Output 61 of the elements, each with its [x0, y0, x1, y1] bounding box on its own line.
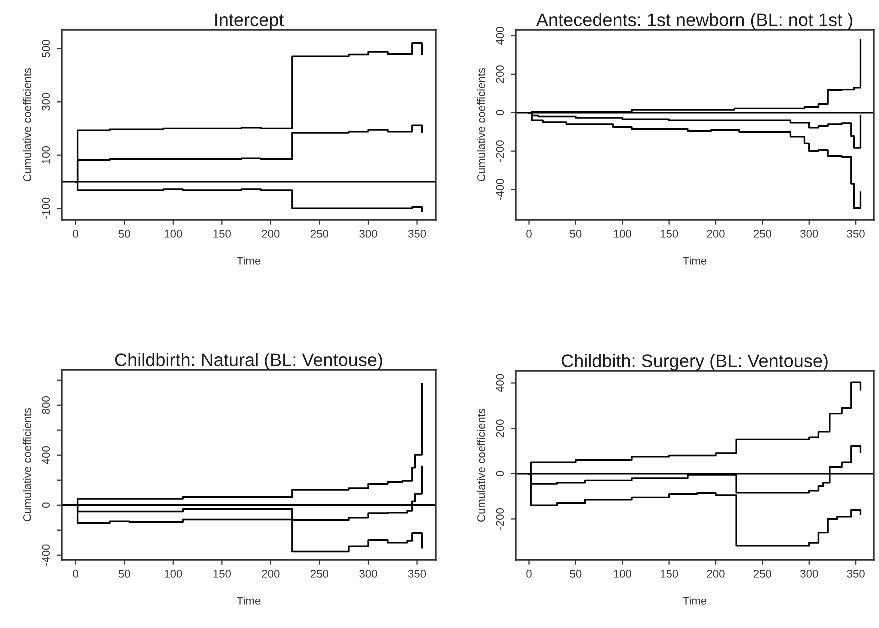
y-tick-label: 200	[496, 66, 504, 84]
x-tick-label: 50	[118, 570, 130, 578]
x-tick-label: 150	[214, 230, 232, 238]
x-tick-label: 250	[754, 230, 772, 238]
x-tick-label: 200	[707, 230, 725, 238]
x-tick-label: 150	[660, 570, 678, 578]
y-tick-label: 100	[42, 146, 50, 164]
x-tick-label: 50	[570, 570, 582, 578]
x-tick-label: 350	[408, 230, 426, 238]
x-tick-label: 250	[754, 570, 772, 578]
x-tick-label: 50	[118, 230, 130, 238]
x-tick-label: 350	[847, 570, 865, 578]
chart-title: Childbith: Surgery (BL: Ventouse)	[562, 354, 828, 371]
y-tick-label: 300	[42, 93, 50, 111]
x-axis-title: Time	[237, 256, 261, 265]
x-tick-label: 350	[408, 570, 426, 578]
y-tick-label: 200	[496, 420, 504, 438]
y-tick-label: -200	[496, 140, 504, 162]
x-tick-label: 300	[360, 570, 378, 578]
x-tick-label: 300	[800, 570, 818, 578]
x-tick-label: 200	[262, 230, 280, 238]
y-tick-label: 0	[496, 110, 504, 116]
x-tick-label: 100	[614, 230, 632, 238]
chart-title: Antecedents: 1st newborn (BL: not 1st )	[536, 13, 852, 30]
y-axis-title: Cumulative coefficients	[23, 68, 32, 182]
x-tick-label: 0	[526, 230, 532, 238]
y-axis-title: Cumulative coefficients	[23, 408, 32, 522]
x-tick-label: 100	[164, 570, 182, 578]
x-tick-label: 100	[164, 230, 182, 238]
x-tick-label: 200	[262, 570, 280, 578]
y-tick-label: 400	[496, 374, 504, 392]
x-tick-label: 0	[73, 570, 79, 578]
x-tick-label: 0	[73, 230, 79, 238]
y-axis-title: Cumulative coefficients	[477, 408, 486, 522]
y-tick-label: 0	[496, 471, 504, 477]
chart-title: Intercept	[216, 14, 284, 30]
y-tick-label: -400	[42, 544, 50, 566]
y-tick-label: -100	[42, 198, 50, 220]
y-tick-label: 400	[496, 27, 504, 45]
x-tick-label: 250	[311, 230, 329, 238]
x-axis-title: Time	[683, 596, 707, 605]
y-axis-title: Cumulative coefficients	[477, 68, 486, 182]
x-tick-label: 150	[214, 570, 232, 578]
x-tick-label: 100	[614, 570, 632, 578]
x-axis-title: Time	[237, 596, 261, 605]
x-tick-label: 150	[660, 230, 678, 238]
chart-title: Childbirth: Natural (BL: Ventouse)	[115, 353, 382, 370]
x-axis-title: Time	[683, 256, 707, 265]
y-tick-label: -400	[496, 179, 504, 200]
y-tick-label: 400	[42, 446, 50, 464]
x-tick-label: 0	[526, 570, 532, 578]
y-tick-label: 800	[42, 396, 50, 414]
y-tick-label: 0	[42, 502, 50, 508]
x-tick-label: 300	[800, 230, 818, 238]
x-tick-label: 50	[570, 230, 582, 238]
x-tick-label: 300	[360, 230, 378, 238]
x-tick-label: 250	[311, 570, 329, 578]
x-tick-label: 350	[847, 230, 865, 238]
y-tick-label: -200	[496, 508, 504, 530]
x-tick-label: 200	[707, 570, 725, 578]
y-tick-label: 500	[42, 40, 50, 58]
